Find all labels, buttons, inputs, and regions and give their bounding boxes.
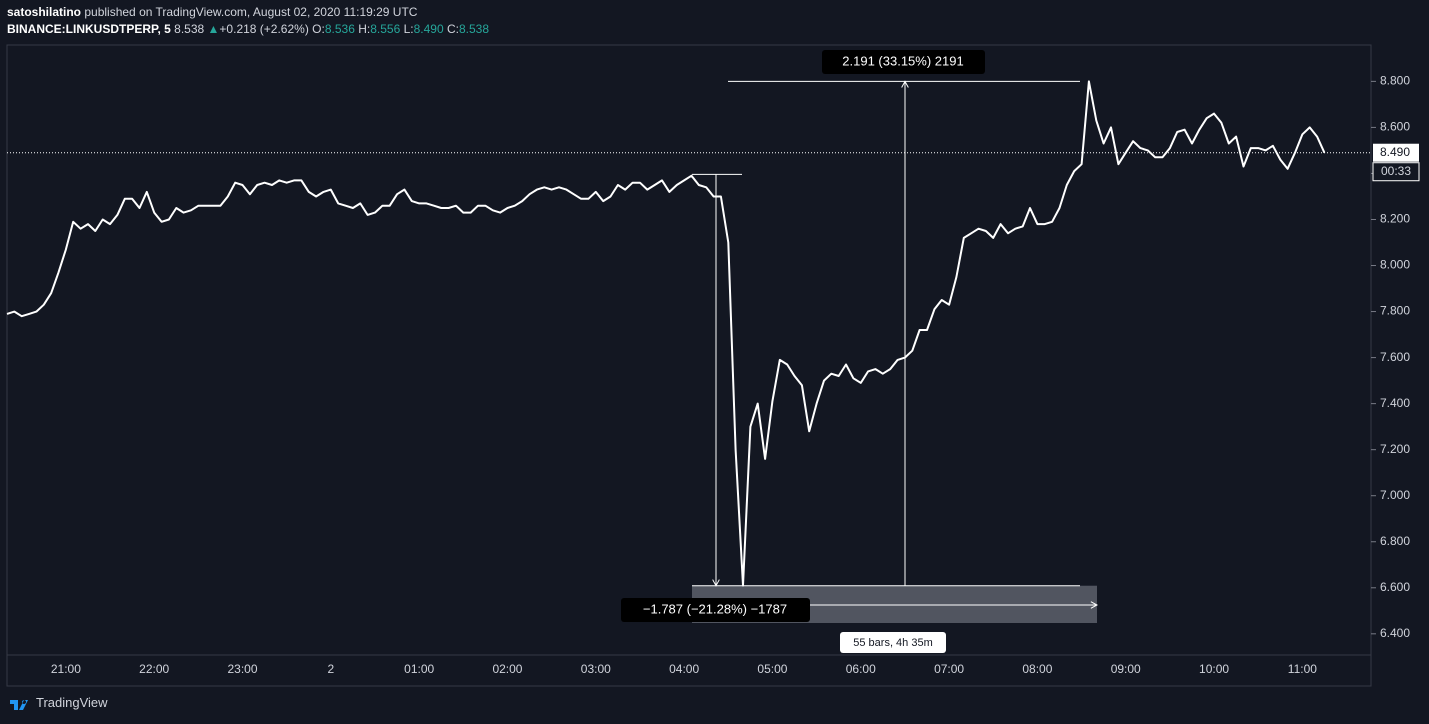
high-label: H: xyxy=(358,22,371,36)
change-arrow: ▲ xyxy=(207,22,220,36)
y-tick-label: 8.800 xyxy=(1380,74,1410,88)
countdown: 00:33 xyxy=(1381,164,1411,178)
y-tick-label: 8.600 xyxy=(1380,120,1410,134)
open-label: O: xyxy=(312,22,325,36)
high: 8.556 xyxy=(370,22,401,36)
x-tick-label: 05:00 xyxy=(757,662,787,676)
x-tick-label: 2 xyxy=(327,662,334,676)
close-label: C: xyxy=(446,22,459,36)
y-tick-label: 7.200 xyxy=(1380,442,1410,456)
publisher[interactable]: satoshilatino xyxy=(7,5,82,19)
x-tick-label: 22:00 xyxy=(139,662,169,676)
x-tick-label: 06:00 xyxy=(846,662,876,676)
bars-label-bg xyxy=(840,632,946,653)
low: 8.490 xyxy=(413,22,444,36)
bars-label: 55 bars, 4h 35m xyxy=(853,637,933,649)
symbol-name[interactable]: BINANCE:LINKUSDTPERP, 5 xyxy=(7,22,171,36)
x-tick-label: 01:00 xyxy=(404,662,434,676)
x-tick-label: 07:00 xyxy=(934,662,964,676)
x-tick-label: 21:00 xyxy=(51,662,81,676)
y-tick-label: 7.000 xyxy=(1380,488,1410,502)
x-tick-label: 11:00 xyxy=(1288,662,1317,676)
x-tick-label: 03:00 xyxy=(581,662,611,676)
y-tick-label: 7.400 xyxy=(1380,396,1410,410)
y-tick-label: 7.800 xyxy=(1380,304,1410,318)
published-text: published on TradingView.com, August 02,… xyxy=(84,5,418,19)
price-line xyxy=(6,80,1326,587)
last-price-label: 8.490 xyxy=(1380,145,1410,159)
close: 8.538 xyxy=(458,22,490,36)
measure-up-label: 2.191 (33.15%) 2191 xyxy=(842,53,963,68)
measure-up-arrow-head xyxy=(901,80,909,88)
bars-arrow-head xyxy=(1090,601,1099,609)
y-tick-label: 6.600 xyxy=(1380,580,1410,594)
last-price-box xyxy=(1373,143,1419,162)
y-tick-label: 8.000 xyxy=(1380,258,1410,272)
measure-down-label: −1.787 (−21.28%) −1787 xyxy=(643,601,787,616)
y-tick-label: 6.800 xyxy=(1380,534,1410,548)
x-tick-label: 23:00 xyxy=(228,662,258,676)
open: 8.536 xyxy=(324,22,355,36)
measure-up-label-bg xyxy=(822,50,985,74)
x-tick-label: 04:00 xyxy=(669,662,699,676)
y-tick-label: 7.600 xyxy=(1380,350,1410,364)
y-tick-label: 8.200 xyxy=(1380,212,1410,226)
last-price: 8.538 xyxy=(174,22,205,36)
x-tick-label: 02:00 xyxy=(492,662,522,676)
measure-down-label-bg xyxy=(621,598,810,622)
x-tick-label: 09:00 xyxy=(1111,662,1141,676)
countdown-box xyxy=(1372,162,1420,182)
low-label: L: xyxy=(403,22,414,36)
x-tick-label: 08:00 xyxy=(1022,662,1052,676)
chart: 6.400 6.600 6.800 7.000 7.200 7.400 7.600 7.800… xyxy=(6,44,1420,687)
x-tick-label: 10:00 xyxy=(1199,662,1229,676)
header: satoshilatino published on TradingView.c… xyxy=(7,4,489,38)
y-tick-label: 6.400 xyxy=(1380,626,1410,640)
chart-frame xyxy=(6,44,1372,687)
change: +0.218 (+2.62%) xyxy=(219,22,309,36)
footer: TradingView xyxy=(10,695,108,710)
logo xyxy=(10,699,28,710)
publish-line: satoshilatino published on TradingView.c… xyxy=(7,4,489,21)
measure-down-arrow-head xyxy=(712,579,720,587)
brand[interactable]: TradingView xyxy=(36,695,108,710)
symbol-line: BINANCE:LINKUSDTPERP, 5 8.538 ▲+0.218 (+… xyxy=(7,21,489,38)
